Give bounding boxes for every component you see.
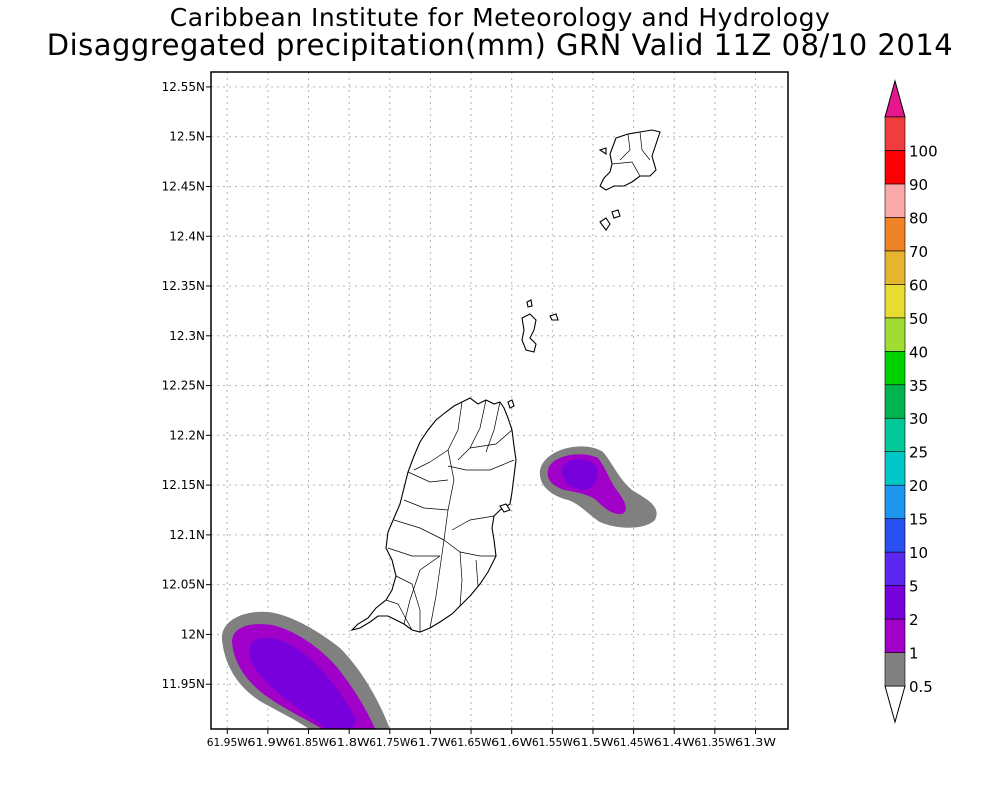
islet-6 xyxy=(507,399,515,409)
map-frame xyxy=(210,71,789,730)
lon-tick-label: 61.55W xyxy=(532,736,573,749)
lon-tick-label: 61.65W xyxy=(451,736,492,749)
lat-tick-label: 12.45N xyxy=(162,179,205,193)
lat-tick-label: 12.05N xyxy=(162,578,205,592)
islet-1 xyxy=(599,217,611,231)
colorbar-label: 35 xyxy=(909,377,928,395)
colorbar-label: 20 xyxy=(909,477,928,495)
colorbar-label: 30 xyxy=(909,410,928,428)
map-background xyxy=(211,72,788,729)
colorbar-swatch xyxy=(884,451,906,486)
colorbar-swatch xyxy=(884,116,906,151)
lon-tick-label: 61.35W xyxy=(694,736,735,749)
lon-tick-label: 61.45W xyxy=(613,736,654,749)
lat-tick-label: 12.3N xyxy=(169,329,205,343)
rain-area-sw-5mm xyxy=(249,638,356,729)
carriacou-island xyxy=(599,129,661,191)
colorbar-swatch xyxy=(884,518,906,553)
lon-tick-label: 61.4W xyxy=(654,736,695,749)
colorbar-swatch xyxy=(884,551,906,586)
colorbar-swatch xyxy=(884,284,906,319)
lat-tick-label: 12.35N xyxy=(162,279,205,293)
lat-tick-label: 11.95N xyxy=(162,677,205,691)
colorbar-swatch xyxy=(884,250,906,285)
islet-7 xyxy=(499,503,511,513)
lat-tick-label: 12.4N xyxy=(169,229,205,243)
colorbar-label: 40 xyxy=(909,343,928,361)
colorbar-label: 60 xyxy=(909,276,928,294)
colorbar-bottom-arrow xyxy=(884,685,906,724)
precipitation-layer xyxy=(221,446,657,729)
colorbar-swatch xyxy=(884,484,906,519)
longitude-labels: 61.95W 61.9W 61.85W 61.8W 61.75W 61.7W 61.65W 6… xyxy=(207,729,776,749)
colorbar-label: 0.5 xyxy=(909,678,933,696)
colorbar-swatch xyxy=(884,350,906,386)
lon-tick-label: 61.85W xyxy=(288,736,329,749)
chart-subtitle: Disaggregated precipitation(mm) GRN Vali… xyxy=(46,28,954,62)
islet-4 xyxy=(526,299,533,308)
colorbar-label: 25 xyxy=(909,444,928,462)
colorbar-label: 50 xyxy=(909,310,928,328)
lon-tick-label: 61.9W xyxy=(247,736,288,749)
lat-tick-label: 12.25N xyxy=(162,379,205,393)
colorbar-label: 80 xyxy=(909,209,928,227)
colorbar-swatch xyxy=(884,585,906,620)
colorbar-swatch xyxy=(884,652,906,687)
colorbar-label: 10 xyxy=(909,544,928,562)
colorbar-swatch xyxy=(884,317,906,352)
colorbar-swatch xyxy=(884,150,906,185)
colorbar-swatch xyxy=(884,183,906,218)
colorbar-top-arrow xyxy=(884,79,906,118)
colorbar-label: 1 xyxy=(909,645,919,663)
lat-tick-label: 12.15N xyxy=(162,478,205,492)
colorbar-label: 5 xyxy=(909,578,919,596)
rain-area-east-5mm xyxy=(561,459,598,490)
watershed-lines xyxy=(385,131,651,632)
colorbar-swatch xyxy=(884,217,906,252)
colorbar-swatch xyxy=(884,417,906,453)
lat-tick-label: 12.2N xyxy=(169,428,205,442)
lon-tick-label: 61.95W xyxy=(207,736,248,749)
lon-tick-label: 61.5W xyxy=(572,736,613,749)
coastlines xyxy=(350,129,661,633)
colorbar-label: 15 xyxy=(909,511,928,529)
lat-tick-label: 12.5N xyxy=(169,130,205,144)
colorbar-label: 100 xyxy=(909,142,938,160)
lon-tick-label: 61.7W xyxy=(410,736,451,749)
colorbar-label: 70 xyxy=(909,243,928,261)
islet-3 xyxy=(598,147,607,156)
chart-title: Caribbean Institute for Meteorology and … xyxy=(169,3,831,32)
colorbar-swatch xyxy=(884,618,906,653)
lon-tick-label: 61.75W xyxy=(369,736,410,749)
latitude-labels: 12.55N 12.5N 12.45N 12.4N 12.35N 12.3N 12.25N 1… xyxy=(162,80,211,691)
lon-tick-label: 61.3W xyxy=(735,736,776,749)
lon-tick-label: 61.6W xyxy=(491,736,532,749)
colorbar-label: 2 xyxy=(909,611,919,629)
islet-5 xyxy=(549,313,559,321)
colorbar-swatch xyxy=(884,384,906,419)
ronde-island xyxy=(521,313,537,353)
colorbar-label: 90 xyxy=(909,176,928,194)
lon-tick-label: 61.8W xyxy=(329,736,370,749)
islet-2 xyxy=(611,209,621,219)
lat-tick-label: 12.55N xyxy=(162,80,205,94)
lat-tick-label: 12N xyxy=(181,627,205,641)
lat-tick-label: 12.1N xyxy=(169,528,205,542)
